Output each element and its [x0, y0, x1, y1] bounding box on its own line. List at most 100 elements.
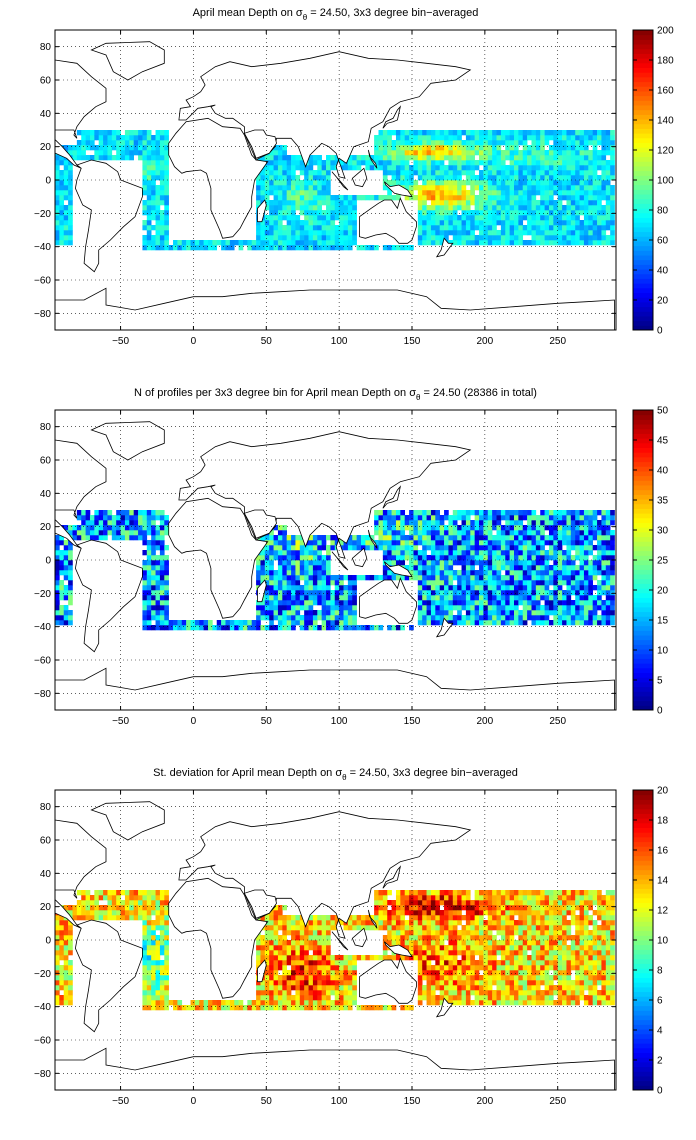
heatmap-cell [548, 145, 554, 151]
heatmap-cell [566, 145, 572, 151]
heatmap-cell [496, 175, 502, 181]
heatmap-cell [505, 575, 510, 581]
heatmap-cell [387, 530, 392, 536]
heatmap-cell [151, 165, 156, 171]
heatmap-cell [400, 550, 406, 556]
heatmap-cell [146, 985, 152, 991]
heatmap-cell [260, 990, 266, 996]
heatmap-cell [448, 135, 454, 141]
heatmap-cell [514, 575, 519, 581]
heatmap-cell [282, 575, 287, 581]
heatmap-cell [487, 555, 493, 561]
heatmap-cell [264, 180, 270, 186]
heatmap-cell [159, 570, 165, 576]
heatmap-cell [575, 160, 580, 166]
heatmap-cell [570, 565, 576, 571]
heatmap-cell [544, 205, 550, 211]
heatmap-cell [339, 960, 344, 966]
heatmap-cell [124, 890, 130, 896]
heatmap-cell [426, 220, 432, 226]
heatmap-cell [496, 550, 502, 556]
heatmap-cell [151, 955, 156, 961]
heatmap-cell [181, 1005, 187, 1011]
heatmap-cell [610, 230, 615, 236]
heatmap-cell [413, 520, 419, 526]
heatmap-cell [264, 230, 270, 236]
heatmap-cell [356, 160, 362, 166]
heatmap-cell [120, 515, 126, 521]
heatmap-cell [291, 615, 296, 621]
heatmap-cell [395, 245, 401, 251]
heatmap-cell [465, 200, 471, 206]
heatmap-cell [570, 240, 576, 246]
heatmap-cell [111, 145, 117, 151]
heatmap-cell [430, 150, 436, 156]
heatmap-cell [68, 920, 73, 926]
heatmap-cell [570, 155, 576, 161]
heatmap-cell [194, 240, 200, 246]
colorbar-segment [633, 250, 653, 256]
heatmap-cell [422, 145, 427, 151]
heatmap-cell [395, 905, 401, 911]
heatmap-cell [291, 600, 296, 606]
heatmap-cell [347, 620, 353, 626]
heatmap-cell [439, 210, 445, 216]
heatmap-cell [256, 980, 261, 986]
heatmap-cell [514, 200, 519, 206]
heatmap-cell [151, 605, 156, 611]
heatmap-cell [382, 1005, 388, 1011]
heatmap-cell [159, 555, 165, 561]
heatmap-cell [487, 150, 493, 156]
heatmap-cell [63, 555, 69, 561]
heatmap-cell [417, 140, 423, 146]
heatmap-cell [404, 525, 410, 531]
heatmap-cell [164, 160, 169, 166]
heatmap-cell [610, 600, 615, 606]
heatmap-cell [76, 150, 82, 156]
heatmap-cell [570, 130, 576, 136]
heatmap-cell [417, 955, 423, 961]
heatmap-cell [404, 565, 410, 571]
heatmap-cell [277, 925, 283, 931]
heatmap-cell [291, 930, 296, 936]
heatmap-cell [610, 555, 615, 561]
heatmap-cell [531, 580, 537, 586]
heatmap-cell [391, 195, 397, 201]
heatmap-cell [374, 245, 379, 251]
heatmap-cell [317, 930, 322, 936]
heatmap-cell [103, 515, 108, 521]
heatmap-cell [588, 210, 593, 216]
heatmap-cell [208, 1000, 213, 1006]
heatmap-cell [330, 605, 336, 611]
heatmap-cell [151, 610, 156, 616]
heatmap-cell [426, 205, 432, 211]
heatmap-cell [492, 555, 497, 561]
heatmap-cell [63, 165, 69, 171]
heatmap-cell [570, 150, 576, 156]
heatmap-cell [72, 910, 78, 916]
heatmap-cell [387, 535, 392, 541]
heatmap-cell [426, 525, 432, 531]
heatmap-cell [417, 240, 423, 246]
heatmap-cell [365, 575, 371, 581]
heatmap-cell [251, 245, 257, 251]
heatmap-cell [256, 1000, 261, 1006]
heatmap-cell [387, 910, 392, 916]
heatmap-cell [465, 190, 471, 196]
heatmap-cell [395, 955, 401, 961]
heatmap-cell [155, 955, 161, 961]
heatmap-cell [444, 605, 449, 611]
colorbar-segment [633, 489, 653, 495]
heatmap-cell [260, 985, 266, 991]
heatmap-cell [146, 615, 152, 621]
heatmap-cell [457, 200, 462, 206]
heatmap-cell [579, 540, 585, 546]
heatmap-cell [566, 155, 572, 161]
heatmap-cell [273, 540, 279, 546]
heatmap-cell [63, 955, 69, 961]
heatmap-cell [605, 135, 611, 141]
heatmap-cell [151, 990, 156, 996]
heatmap-cell [273, 545, 279, 551]
heatmap-cell [452, 235, 458, 241]
heatmap-cell [535, 145, 541, 151]
